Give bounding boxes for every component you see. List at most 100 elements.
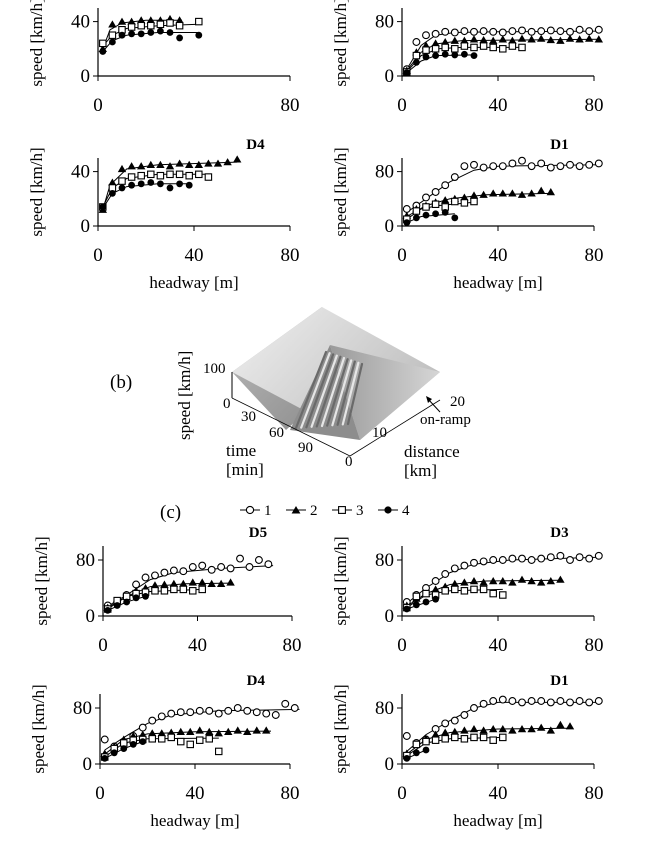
data-point bbox=[254, 556, 263, 564]
data-point bbox=[450, 28, 459, 37]
data-point bbox=[422, 193, 430, 202]
x-tick-label: 0 bbox=[98, 635, 108, 656]
data-point bbox=[146, 16, 155, 24]
data-point bbox=[556, 575, 565, 583]
data-point bbox=[479, 726, 488, 734]
data-point bbox=[441, 181, 450, 190]
data-point bbox=[566, 556, 574, 564]
x-axis-label: headway [m] bbox=[150, 811, 239, 830]
data-point bbox=[556, 162, 565, 171]
data-point bbox=[137, 171, 145, 180]
data-point bbox=[188, 578, 197, 586]
panel-a-D5: 0 40 0 80 D5 speed [km/h] bbox=[27, 0, 300, 116]
surface-time-unit: [min] bbox=[226, 460, 264, 479]
data-point bbox=[137, 21, 145, 30]
data-point bbox=[170, 585, 178, 594]
data-point bbox=[147, 29, 155, 36]
data-point bbox=[175, 16, 184, 24]
data-point bbox=[422, 211, 430, 219]
data-point bbox=[127, 17, 136, 25]
data-point bbox=[451, 214, 459, 222]
data-point bbox=[185, 181, 193, 189]
series-square bbox=[101, 733, 223, 761]
ridge-line bbox=[310, 354, 338, 428]
data-point bbox=[422, 598, 430, 606]
surface-z-tick: 100 bbox=[203, 361, 226, 377]
data-point bbox=[489, 162, 498, 171]
data-point bbox=[479, 733, 488, 742]
panel-title: D4 bbox=[246, 137, 265, 153]
data-point bbox=[469, 725, 479, 733]
data-point bbox=[160, 580, 169, 588]
panel-c-D4: 0 80 0 40 80 D4 speed [km/h] headway [m] bbox=[29, 673, 300, 830]
data-point bbox=[186, 708, 195, 717]
data-point bbox=[499, 591, 507, 599]
data-point bbox=[518, 156, 526, 165]
data-point bbox=[205, 706, 214, 715]
data-point bbox=[156, 171, 165, 180]
data-point bbox=[412, 740, 421, 749]
series-square bbox=[403, 197, 478, 223]
x-tick-label: 80 bbox=[281, 783, 300, 804]
data-point bbox=[508, 159, 517, 168]
data-point bbox=[461, 50, 468, 58]
y-tick-label: 80 bbox=[76, 550, 95, 571]
data-point bbox=[262, 726, 271, 734]
data-point bbox=[179, 585, 188, 594]
data-point bbox=[166, 170, 174, 179]
fit-curve bbox=[104, 730, 272, 755]
data-point bbox=[214, 729, 223, 737]
ridge-line bbox=[341, 361, 360, 426]
data-point bbox=[216, 579, 226, 587]
x-axis-label: headway [m] bbox=[149, 273, 238, 292]
data-point bbox=[431, 29, 440, 38]
data-point bbox=[422, 31, 430, 40]
ridge-line bbox=[300, 352, 331, 429]
data-point bbox=[498, 725, 507, 733]
surface-annotation-arrowhead bbox=[426, 396, 432, 403]
data-point bbox=[537, 27, 546, 36]
data-point bbox=[594, 35, 603, 43]
data-point bbox=[403, 219, 411, 227]
x-tick-label: 40 bbox=[186, 783, 205, 804]
data-point bbox=[537, 723, 546, 731]
data-point bbox=[158, 735, 166, 743]
data-point bbox=[489, 556, 498, 564]
data-point bbox=[412, 592, 421, 601]
legend-marker-1 bbox=[245, 505, 255, 515]
data-point bbox=[441, 719, 450, 728]
series-triangle bbox=[98, 155, 242, 213]
surface-distance-tick-10: 10 bbox=[372, 425, 387, 441]
series-circle bbox=[403, 595, 439, 613]
data-point bbox=[156, 160, 165, 168]
data-point bbox=[422, 53, 430, 61]
data-point bbox=[556, 697, 565, 705]
data-point bbox=[431, 45, 440, 53]
data-point bbox=[508, 697, 517, 705]
data-point bbox=[137, 180, 145, 188]
legend-entry-1: 1 bbox=[264, 503, 272, 519]
data-point bbox=[432, 595, 439, 603]
data-point bbox=[565, 722, 575, 730]
data-point bbox=[402, 732, 411, 740]
data-point bbox=[194, 160, 203, 168]
data-point bbox=[127, 162, 136, 170]
data-point bbox=[123, 598, 131, 606]
y-axis-label: speed [km/h] bbox=[27, 147, 46, 236]
surface-annotation-arrow bbox=[427, 398, 441, 413]
data-point bbox=[460, 42, 469, 50]
data-point bbox=[431, 200, 440, 208]
data-point bbox=[546, 698, 555, 707]
data-point bbox=[160, 587, 169, 595]
data-point bbox=[141, 573, 150, 582]
data-point bbox=[175, 21, 184, 30]
data-point bbox=[157, 729, 166, 737]
data-point bbox=[441, 50, 449, 58]
data-point bbox=[575, 25, 584, 34]
data-point bbox=[271, 711, 280, 719]
data-point bbox=[517, 190, 527, 198]
data-point bbox=[169, 566, 178, 575]
data-point bbox=[499, 733, 507, 742]
panel-a-D1: 0 80 0 40 80 D1 speed [km/h] headway [m] bbox=[331, 137, 604, 292]
series-square bbox=[99, 17, 203, 48]
